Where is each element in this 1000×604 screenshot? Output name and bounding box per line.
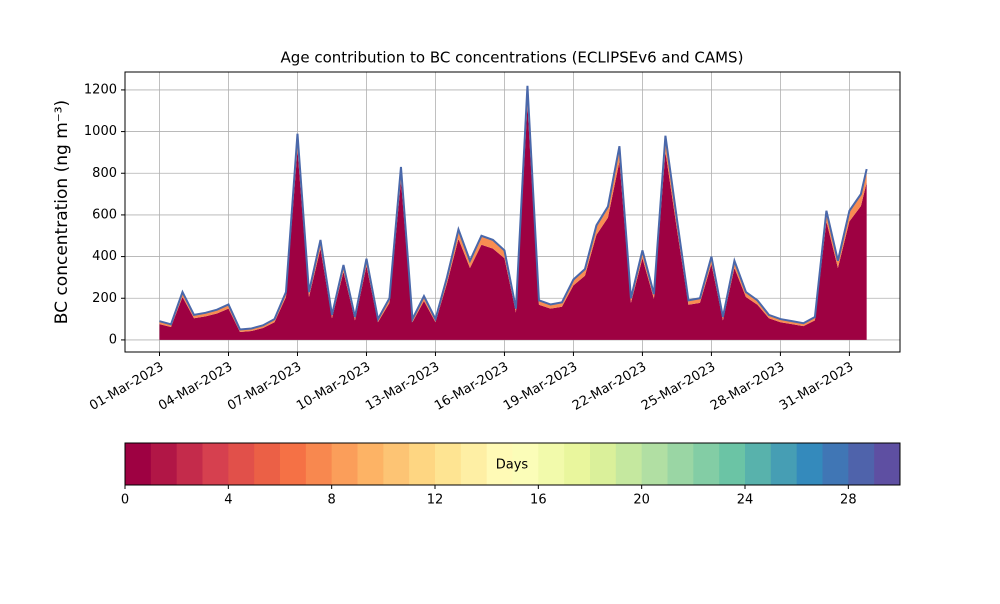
colorbar-cell — [228, 443, 255, 485]
colorbar-cell — [254, 443, 281, 485]
colorbar-cell — [719, 443, 746, 485]
axes-frame — [124, 71, 901, 353]
colorbar-tick-label: 8 — [328, 493, 336, 508]
y-tick-label: 0 — [109, 332, 117, 347]
colorbar-cell — [280, 443, 307, 485]
colorbar-cell — [564, 443, 591, 485]
colorbar-cell — [796, 443, 823, 485]
area — [159, 105, 867, 340]
colorbar-cell — [460, 443, 488, 485]
y-tick-label: 400 — [92, 249, 117, 264]
colorbar-cell — [486, 443, 513, 485]
colorbar-tick-label: 4 — [224, 493, 232, 508]
y-tick-label: 800 — [92, 166, 117, 181]
colorbar-label: Days — [496, 458, 529, 473]
x-tick-label: 28-Mar-2023 — [708, 360, 787, 414]
total-line — [159, 85, 868, 331]
colorbar-cell — [745, 443, 772, 485]
colorbar-tick-label: 12 — [427, 493, 444, 508]
colorbar-cell — [822, 443, 849, 485]
x-tick-label: 19-Mar-2023 — [501, 360, 580, 414]
x-tick-label: 16-Mar-2023 — [432, 360, 511, 414]
colorbar-tick-label: 0 — [121, 493, 129, 508]
colorbar-tick-label: 24 — [737, 493, 754, 508]
colorbar-tick-label: 16 — [530, 493, 547, 508]
y-tick-label: 1000 — [84, 124, 117, 139]
y-tick-label: 1200 — [84, 82, 117, 97]
x-tick-label: 22-Mar-2023 — [570, 360, 649, 414]
plot-area — [125, 72, 900, 352]
colorbar-frame — [124, 442, 901, 486]
colorbar-cell — [538, 443, 565, 485]
colorbar-cell — [409, 443, 436, 485]
colorbar-cell — [512, 443, 539, 485]
colorbar-cell — [357, 443, 384, 485]
colorbar-cell — [874, 443, 901, 485]
y-tick-label: 600 — [92, 207, 117, 222]
colorbar-cell — [125, 443, 152, 485]
colorbar-cell — [305, 443, 333, 485]
x-tick-label: 13-Mar-2023 — [363, 360, 442, 414]
colorbar-tick-label: 20 — [633, 493, 650, 508]
y-axis-label: BC concentration (ng m⁻³) — [52, 100, 72, 324]
x-tick-label: 04-Mar-2023 — [156, 360, 235, 414]
chart-title: Age contribution to BC concentrations (E… — [281, 49, 744, 67]
y-tick-label: 200 — [92, 291, 117, 306]
x-tick-label: 07-Mar-2023 — [225, 360, 304, 414]
colorbar-cell — [590, 443, 617, 485]
colorbar-cell — [383, 443, 410, 485]
colorbar-cell — [435, 443, 462, 485]
colorbar-cell — [770, 443, 798, 485]
colorbar-cell — [693, 443, 720, 485]
colorbar-cell — [150, 443, 178, 485]
colorbar-cell — [848, 443, 875, 485]
colorbar-cell — [667, 443, 694, 485]
colorbar-cell — [331, 443, 358, 485]
colorbar-tick-label: 28 — [840, 493, 857, 508]
colorbar-cell — [176, 443, 203, 485]
x-tick-label: 31-Mar-2023 — [777, 360, 856, 414]
colorbar-cell — [615, 443, 643, 485]
x-tick-label: 25-Mar-2023 — [639, 360, 718, 414]
x-tick-label: 01-Mar-2023 — [87, 360, 166, 414]
colorbar-cell — [641, 443, 668, 485]
x-tick-label: 10-Mar-2023 — [294, 360, 373, 414]
colorbar-cell — [202, 443, 229, 485]
